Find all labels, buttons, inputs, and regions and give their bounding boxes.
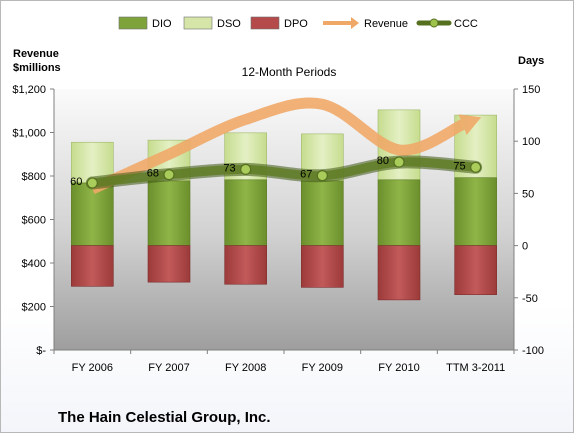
right-tick-label-4: 100	[522, 136, 540, 148]
ccc-line	[87, 157, 481, 188]
plot-area	[54, 89, 514, 350]
right-axis-label: Days	[518, 55, 544, 67]
legend: DIO DSO DPO Revenue CCC	[118, 16, 478, 30]
bar-dio-1	[147, 180, 191, 246]
ccc-marker-1	[163, 169, 175, 181]
legend-swatch-dio	[118, 16, 148, 30]
bar-dio-2	[224, 179, 267, 246]
ccc-marker-5	[470, 161, 482, 173]
chart-title: 12-Month Periods	[242, 65, 337, 79]
bar-dpo-3	[301, 245, 344, 288]
legend-marker-ccc	[429, 18, 439, 28]
ccc-data-label-5: 75	[453, 160, 465, 172]
left-tick-label-3: $600	[22, 215, 46, 227]
x-tick-label-3: FY 2009	[302, 362, 343, 374]
legend-swatch-dpo	[250, 16, 280, 30]
left-tick-label-2: $400	[22, 258, 46, 270]
left-tick-label-5: $1,000	[12, 128, 46, 140]
revenue-layer	[90, 97, 482, 195]
left-axis-label-line2: $millions	[13, 62, 61, 74]
legend-swatch-dso	[183, 16, 213, 30]
ccc-data-label-4: 80	[377, 155, 389, 167]
bar-dpo-4	[377, 245, 421, 301]
right-tick-label-2: 0	[522, 241, 528, 253]
right-tick-label-5: 150	[522, 84, 540, 96]
left-tick-label-4: $800	[22, 171, 46, 183]
left-tick-label-1: $200	[22, 302, 46, 314]
revenue-arrowhead	[458, 114, 482, 135]
legend-label-ccc: CCC	[454, 18, 478, 30]
x-tick-label-5: TTM 3-2011	[446, 362, 505, 374]
x-tick-label-1: FY 2007	[148, 362, 189, 374]
bar-dpo-0	[71, 245, 114, 287]
bar-dio-4	[377, 179, 421, 246]
right-tick-label-3: 50	[522, 188, 534, 200]
ccc-marker-3	[316, 170, 328, 182]
bars-layer	[71, 109, 497, 301]
company-name: The Hain Celestial Group, Inc.	[58, 409, 271, 426]
right-tick-label-0: -100	[522, 345, 544, 357]
ccc-data-label-3: 67	[300, 169, 312, 181]
legend-label-dso: DSO	[217, 18, 241, 30]
ccc-layer: 60 68 73 67 80 75	[70, 155, 483, 190]
ccc-marker-2	[240, 163, 252, 175]
left-tick-label-0: $-	[36, 345, 46, 357]
x-tick-label-0: FY 2006	[72, 362, 113, 374]
ccc-data-label-0: 60	[70, 176, 82, 188]
ccc-data-label-1: 68	[147, 168, 159, 180]
left-axis-label-line1: Revenue	[13, 48, 59, 60]
legend-label-dpo: DPO	[284, 18, 308, 30]
bar-dpo-1	[147, 245, 191, 283]
ccc-marker-4	[393, 156, 405, 168]
x-tick-label-4: FY 2010	[378, 362, 419, 374]
bar-dpo-2	[224, 245, 267, 285]
left-tick-label-6: $1,200	[12, 84, 46, 96]
legend-arrow-revenue	[323, 17, 359, 29]
ccc-marker-0	[86, 177, 98, 189]
legend-label-dio: DIO	[152, 18, 172, 30]
revenue-line	[90, 97, 466, 195]
x-tick-label-2: FY 2008	[225, 362, 266, 374]
axes-layer: $- $200 $400 $600 $800 $1,000 $1,200 -100 -50 0 50…	[12, 84, 544, 374]
bar-dpo-5	[454, 245, 497, 295]
bar-dio-5	[454, 177, 497, 246]
bar-dio-3	[301, 180, 344, 246]
right-tick-label-1: -50	[522, 293, 538, 305]
ccc-data-label-2: 73	[223, 162, 235, 174]
bar-dio-0	[71, 182, 114, 246]
legend-label-revenue: Revenue	[364, 18, 408, 30]
